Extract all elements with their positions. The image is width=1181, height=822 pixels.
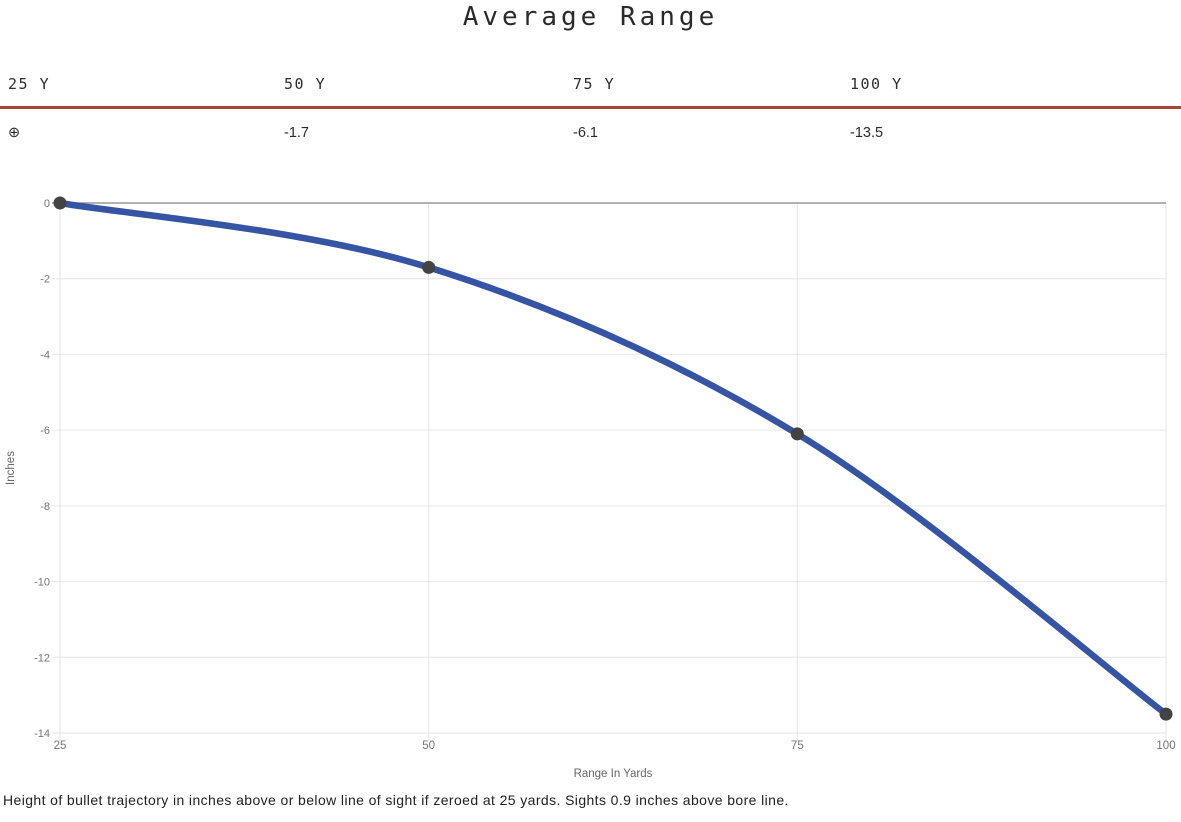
y-tick-label: 0 bbox=[44, 198, 50, 210]
trajectory-line bbox=[56, 199, 1170, 718]
y-tick-label: -4 bbox=[40, 349, 50, 361]
y-tick-label: -8 bbox=[40, 501, 50, 513]
drop-value-100y: -13.5 bbox=[850, 125, 884, 141]
range-header-50y: 50 Y bbox=[284, 75, 327, 93]
y-axis-title: Inches bbox=[5, 451, 17, 485]
y-tick-label: -6 bbox=[40, 425, 50, 437]
x-tick-label: 50 bbox=[422, 740, 435, 752]
zero-symbol: ⊕ bbox=[8, 125, 21, 141]
page-title: Average Range bbox=[462, 2, 719, 32]
data-point[interactable] bbox=[53, 196, 67, 210]
x-tick-label: 25 bbox=[54, 740, 67, 752]
range-table: 25 Y 50 Y 75 Y 100 Y ⊕ -1.7 -6.1 -13.5 bbox=[0, 76, 1181, 142]
drop-value-50y: -1.7 bbox=[284, 125, 309, 141]
x-axis-title: Range In Yards bbox=[574, 768, 653, 780]
x-tick-label: 100 bbox=[1156, 740, 1175, 752]
chart-footnote: Height of bullet trajectory in inches ab… bbox=[3, 792, 789, 808]
x-tick-label: 75 bbox=[791, 740, 804, 752]
data-point[interactable] bbox=[790, 427, 804, 441]
y-tick-label: -10 bbox=[34, 577, 50, 589]
y-tick-label: -14 bbox=[34, 728, 50, 740]
y-tick-label: -2 bbox=[40, 274, 50, 286]
range-table-header-row: 25 Y 50 Y 75 Y 100 Y bbox=[0, 76, 1181, 109]
data-point[interactable] bbox=[422, 260, 436, 274]
range-header-25y: 25 Y bbox=[8, 75, 51, 93]
y-tick-label: -12 bbox=[34, 652, 50, 664]
range-table-value-row: ⊕ -1.7 -6.1 -13.5 bbox=[0, 109, 1181, 142]
range-header-100y: 100 Y bbox=[850, 75, 903, 93]
data-point[interactable] bbox=[1159, 707, 1173, 721]
range-header-75y: 75 Y bbox=[573, 75, 616, 93]
trajectory-chart: 25 50 75 100 0 -2 -4 -6 -8 -10 -12 -14 Range In Yard… bbox=[5, 196, 1176, 780]
drop-value-75y: -6.1 bbox=[573, 125, 598, 141]
